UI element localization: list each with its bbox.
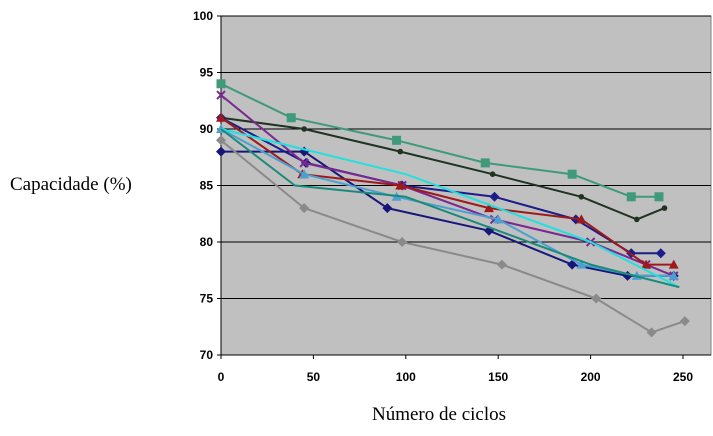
x-axis-label: Número de ciclos bbox=[372, 404, 507, 425]
series-1-point-6 bbox=[661, 205, 668, 211]
series-3-point-2 bbox=[382, 203, 393, 214]
x-tick-label-250: 250 bbox=[673, 370, 693, 384]
x-tick-label-200: 200 bbox=[581, 370, 601, 384]
series-1-point-3 bbox=[489, 171, 496, 177]
series-9-point-1 bbox=[299, 203, 310, 214]
x-tick-label-0: 0 bbox=[218, 370, 225, 384]
series-7-line bbox=[220, 128, 680, 289]
series-6-point-4 bbox=[576, 259, 587, 269]
series-1-point-5 bbox=[634, 216, 640, 223]
series-9-point-0 bbox=[216, 135, 226, 146]
series-3-point-0 bbox=[216, 146, 226, 157]
x-tick-label-100: 100 bbox=[396, 370, 416, 384]
series-2-point-6 bbox=[655, 248, 666, 259]
series-1-point-4 bbox=[578, 194, 585, 200]
series-0-point-5 bbox=[626, 192, 636, 202]
series-5-point-3 bbox=[483, 203, 494, 213]
series-3-point-4 bbox=[567, 259, 578, 270]
series-5-point-4 bbox=[576, 214, 587, 224]
series-9-point-3 bbox=[496, 259, 507, 270]
series-2-point-3 bbox=[489, 191, 500, 202]
y-tick-label-95: 95 bbox=[200, 66, 214, 80]
series-5-point-5 bbox=[641, 259, 652, 269]
y-tick-label-80: 80 bbox=[200, 235, 214, 249]
series-1-point-2 bbox=[397, 148, 404, 155]
series-5-point-2 bbox=[395, 180, 406, 190]
y-tick-label-85: 85 bbox=[200, 179, 214, 193]
y-tick-label-70: 70 bbox=[200, 348, 214, 362]
series-9-point-4 bbox=[591, 293, 602, 304]
series-6-point-1 bbox=[299, 169, 310, 179]
series-0-point-3 bbox=[480, 158, 490, 168]
series-4-point-1 bbox=[299, 158, 309, 168]
y-axis-label: Capacidade (%) bbox=[10, 174, 132, 195]
series-9-point-2 bbox=[397, 237, 408, 247]
y-tick-label-100: 100 bbox=[193, 9, 213, 23]
x-tick-label-50: 50 bbox=[307, 370, 321, 384]
series-8-line bbox=[220, 128, 680, 289]
y-tick-label-75: 75 bbox=[200, 292, 214, 306]
series-9-point-6 bbox=[679, 316, 690, 327]
series-5-point-6 bbox=[668, 259, 679, 269]
series-6-point-3 bbox=[493, 214, 504, 224]
series-1-point-1 bbox=[301, 126, 307, 132]
series-0-point-4 bbox=[567, 169, 577, 179]
series-0-point-2 bbox=[392, 135, 402, 145]
y-tick-label-90: 90 bbox=[200, 122, 214, 136]
series-4-point-0 bbox=[216, 90, 226, 100]
series-0-point-6 bbox=[654, 192, 664, 202]
series-0-point-0 bbox=[216, 79, 226, 89]
series-5-point-0 bbox=[216, 112, 226, 122]
series-0-point-1 bbox=[286, 113, 296, 123]
series-9-point-5 bbox=[646, 327, 657, 338]
x-tick-label-150: 150 bbox=[488, 370, 508, 384]
series-6-point-6 bbox=[668, 270, 679, 280]
